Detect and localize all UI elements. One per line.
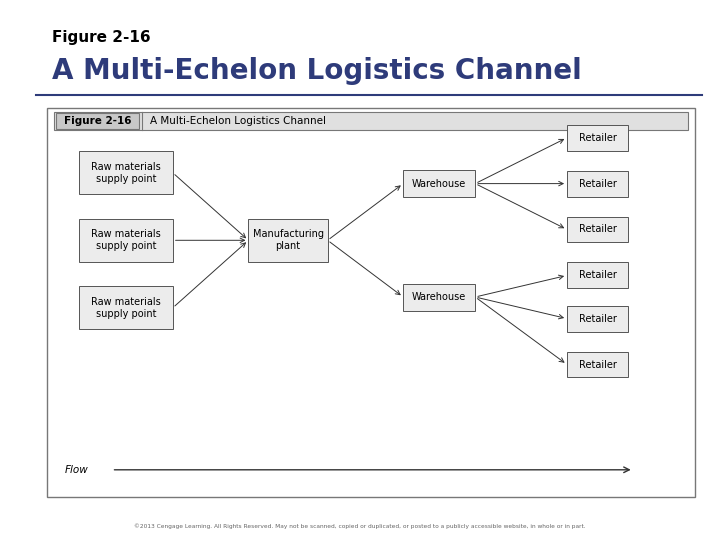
- FancyBboxPatch shape: [403, 284, 475, 310]
- Text: Flow: Flow: [65, 465, 89, 475]
- Text: Retailer: Retailer: [579, 314, 616, 323]
- Text: Raw materials
supply point: Raw materials supply point: [91, 230, 161, 251]
- FancyBboxPatch shape: [403, 170, 475, 197]
- FancyBboxPatch shape: [567, 262, 628, 288]
- FancyBboxPatch shape: [567, 217, 628, 242]
- FancyBboxPatch shape: [47, 108, 695, 497]
- Text: Raw materials
supply point: Raw materials supply point: [91, 297, 161, 319]
- Text: Retailer: Retailer: [579, 225, 616, 234]
- Text: Figure 2-16: Figure 2-16: [52, 30, 150, 45]
- FancyBboxPatch shape: [567, 171, 628, 197]
- FancyBboxPatch shape: [567, 352, 628, 377]
- Text: Warehouse: Warehouse: [412, 292, 467, 302]
- Text: ©2013 Cengage Learning. All Rights Reserved. May not be scanned, copied or dupli: ©2013 Cengage Learning. All Rights Reser…: [134, 524, 586, 529]
- FancyBboxPatch shape: [56, 113, 139, 129]
- Text: Retailer: Retailer: [579, 271, 616, 280]
- FancyBboxPatch shape: [79, 151, 173, 194]
- Text: Manufacturing
plant: Manufacturing plant: [253, 230, 323, 251]
- FancyBboxPatch shape: [248, 219, 328, 262]
- FancyBboxPatch shape: [567, 306, 628, 332]
- Text: A Multi-Echelon Logistics Channel: A Multi-Echelon Logistics Channel: [52, 57, 582, 85]
- FancyBboxPatch shape: [79, 286, 173, 329]
- FancyBboxPatch shape: [79, 219, 173, 262]
- Text: Figure 2-16: Figure 2-16: [64, 116, 131, 126]
- Text: A Multi-Echelon Logistics Channel: A Multi-Echelon Logistics Channel: [150, 116, 326, 126]
- Text: Raw materials
supply point: Raw materials supply point: [91, 162, 161, 184]
- Text: Retailer: Retailer: [579, 360, 616, 369]
- Text: Warehouse: Warehouse: [412, 179, 467, 188]
- Text: Retailer: Retailer: [579, 179, 616, 188]
- FancyBboxPatch shape: [54, 112, 688, 130]
- Text: Retailer: Retailer: [579, 133, 616, 143]
- FancyBboxPatch shape: [567, 125, 628, 151]
